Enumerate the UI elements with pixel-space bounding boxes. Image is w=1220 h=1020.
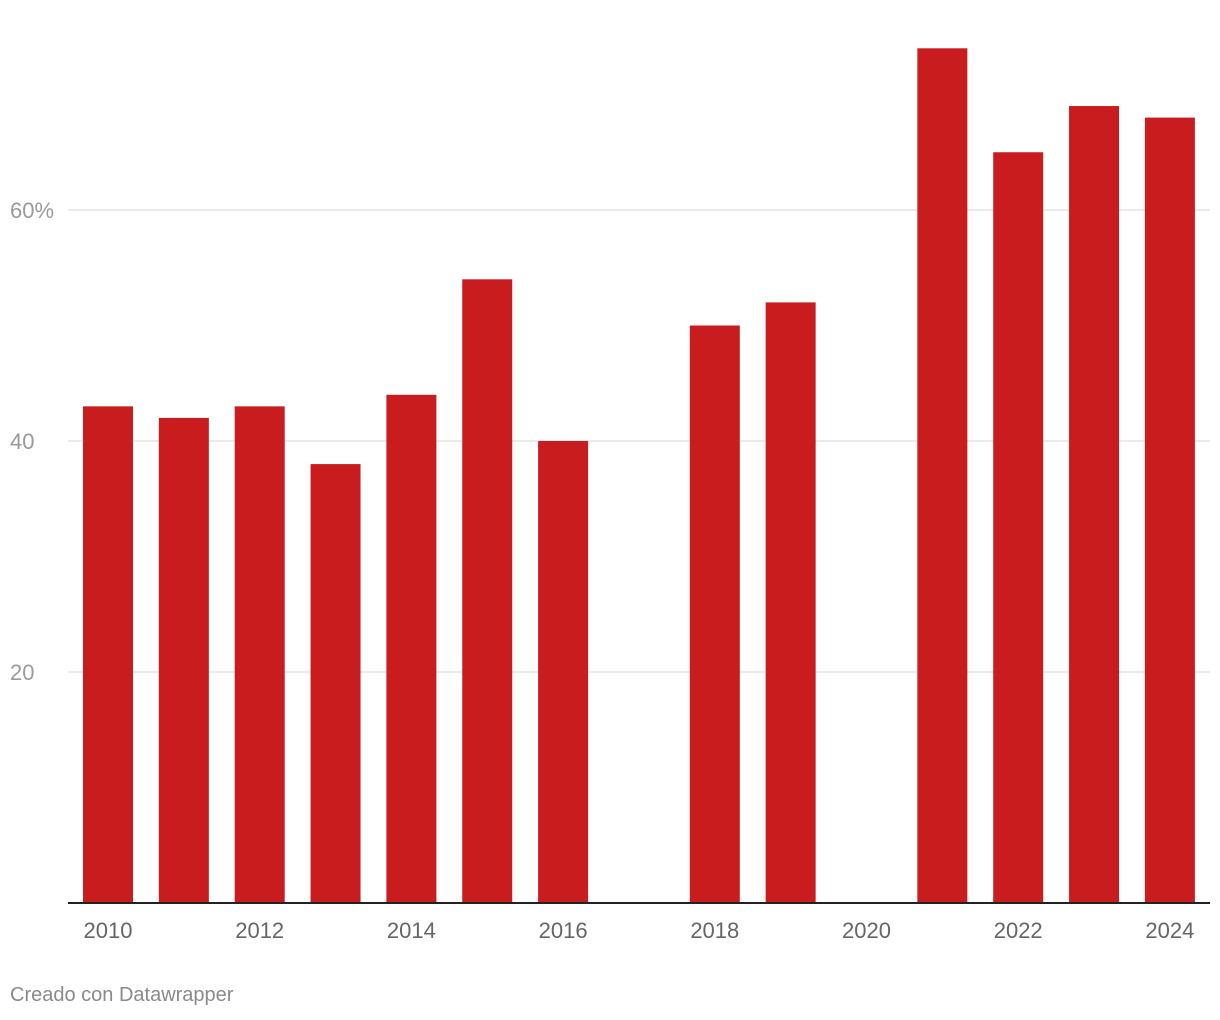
bar-2021 bbox=[917, 48, 968, 904]
bar-2019 bbox=[765, 302, 816, 903]
y-tick-label: 40 bbox=[10, 429, 34, 454]
bar-2018 bbox=[689, 325, 740, 903]
x-tick-label: 2018 bbox=[690, 918, 739, 943]
bar-2015 bbox=[462, 279, 513, 903]
y-axis-labels: 20 40 60% bbox=[10, 198, 54, 685]
x-tick-label: 2024 bbox=[1145, 918, 1194, 943]
credit-text: Creado con Datawrapper bbox=[10, 984, 234, 1006]
bar-2011 bbox=[158, 417, 209, 903]
x-tick-label: 2012 bbox=[235, 918, 284, 943]
bar-2010 bbox=[83, 406, 133, 903]
bar-2013 bbox=[310, 464, 361, 903]
bar-2012 bbox=[234, 406, 285, 903]
x-tick-label: 2022 bbox=[994, 918, 1043, 943]
x-tick-label: 2010 bbox=[84, 918, 133, 943]
y-tick-label: 20 bbox=[10, 660, 34, 685]
bar-2022 bbox=[993, 152, 1044, 903]
bar-2024 bbox=[1144, 117, 1195, 904]
x-axis-labels: 2010 2012 2014 2016 2018 2020 2022 2024 bbox=[84, 918, 1195, 943]
bar-2014 bbox=[386, 394, 437, 903]
bar-2023 bbox=[1069, 106, 1120, 904]
bars bbox=[83, 48, 1195, 904]
x-tick-label: 2020 bbox=[842, 918, 891, 943]
bar-chart: 20 40 60% 2010 2012 2014 2016 2018 2020 2022 2024 bbox=[10, 48, 1210, 943]
y-tick-label: 60% bbox=[10, 198, 54, 223]
x-tick-label: 2014 bbox=[387, 918, 436, 943]
x-tick-label: 2016 bbox=[539, 918, 588, 943]
bar-2016 bbox=[538, 441, 589, 903]
